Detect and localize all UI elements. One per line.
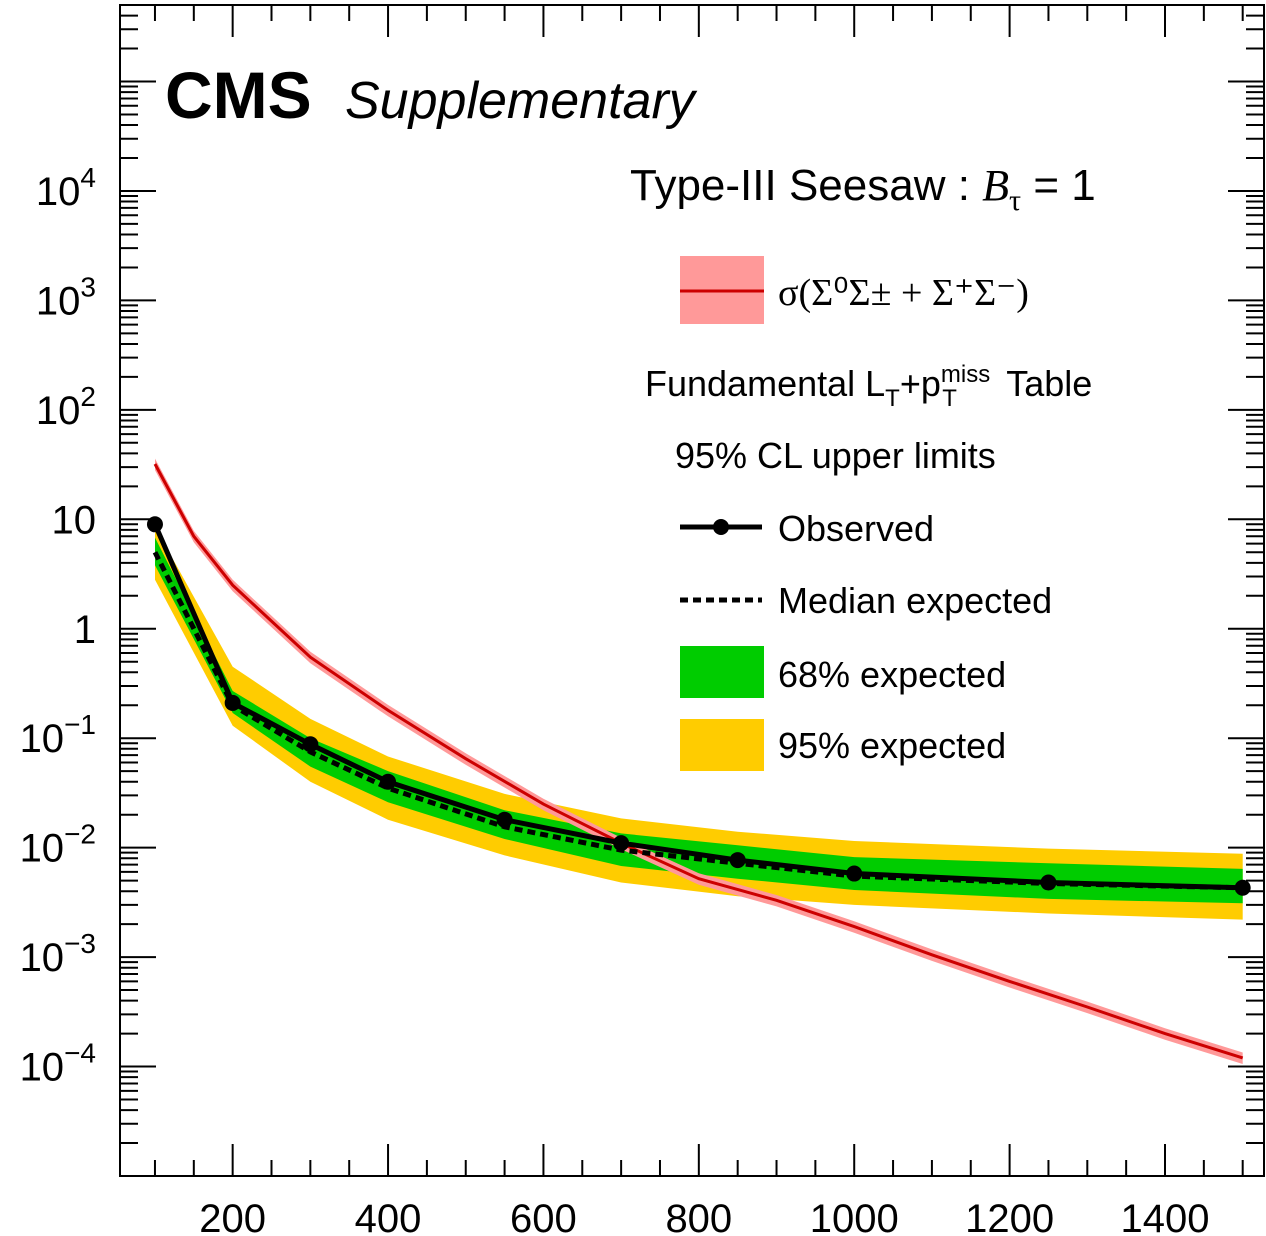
observed-point [1040,874,1057,891]
legend-theory-label: σ(Σ⁰Σ± + Σ⁺Σ⁻) [778,272,1029,314]
observed-point [302,736,319,753]
axes: 200 400 600 800 1000 1200 1400 10−4 10−3 10−2 10−1… [20,4,1265,1236]
observed-point [1234,879,1251,896]
legend-cl-label: 95% CL upper limits [675,435,996,476]
observed-point [224,694,241,711]
y-tick-label: 10−4 [20,1038,96,1090]
legend-band68-swatch [680,646,764,698]
legend-band68-label: 68% expected [778,654,1006,695]
expected-bands [155,527,1243,920]
observed-point [496,811,513,828]
y-tick-label: 10−1 [20,709,96,761]
x-tick-label: 600 [510,1197,577,1236]
x-tick-label: 1200 [965,1197,1054,1236]
y-tick-label: 10−2 [20,819,96,871]
legend-median-label: Median expected [778,580,1052,621]
y-tick-label: 104 [36,162,96,214]
y-tick-label: 1 [74,608,96,652]
observed-line [152,523,1243,891]
legend-observed-marker [713,519,729,535]
plot-frame [119,4,1265,1177]
x-tick-label: 200 [199,1197,266,1236]
observed-point [729,852,746,869]
theory-cross-section [153,458,1244,1065]
y-tick-label: 102 [36,381,96,433]
x-tick-label: 1400 [1121,1197,1210,1236]
y-tick-label: 10−3 [20,928,96,980]
legend-analysis-label: Fundamental LT+pmiss T Table [645,361,1092,412]
experiment-label: CMS [165,58,312,132]
observed-point [846,865,863,882]
model-label: Type-III Seesaw : Bτ = 1 [630,161,1096,217]
theory-line [153,463,1244,1060]
legend-band95-swatch [680,719,764,771]
legend: σ(Σ⁰Σ± + Σ⁺Σ⁻) Fundamental LT+pmiss T Tab… [645,256,1092,771]
x-tick-label: 800 [665,1197,732,1236]
y-tick-label: 103 [36,271,96,323]
observed-point [613,835,630,852]
observed-point [380,773,397,790]
y-tick-label: 10 [52,498,97,542]
x-tick-label: 1000 [810,1197,899,1236]
x-tick-label: 400 [355,1197,422,1236]
observed-point [146,516,163,533]
band-68-expected [155,537,1243,904]
status-label: Supplementary [345,72,698,130]
limit-lines [146,516,1251,896]
legend-observed-label: Observed [778,508,934,549]
band-95-expected [155,527,1243,920]
legend-band95-label: 95% expected [778,725,1006,766]
